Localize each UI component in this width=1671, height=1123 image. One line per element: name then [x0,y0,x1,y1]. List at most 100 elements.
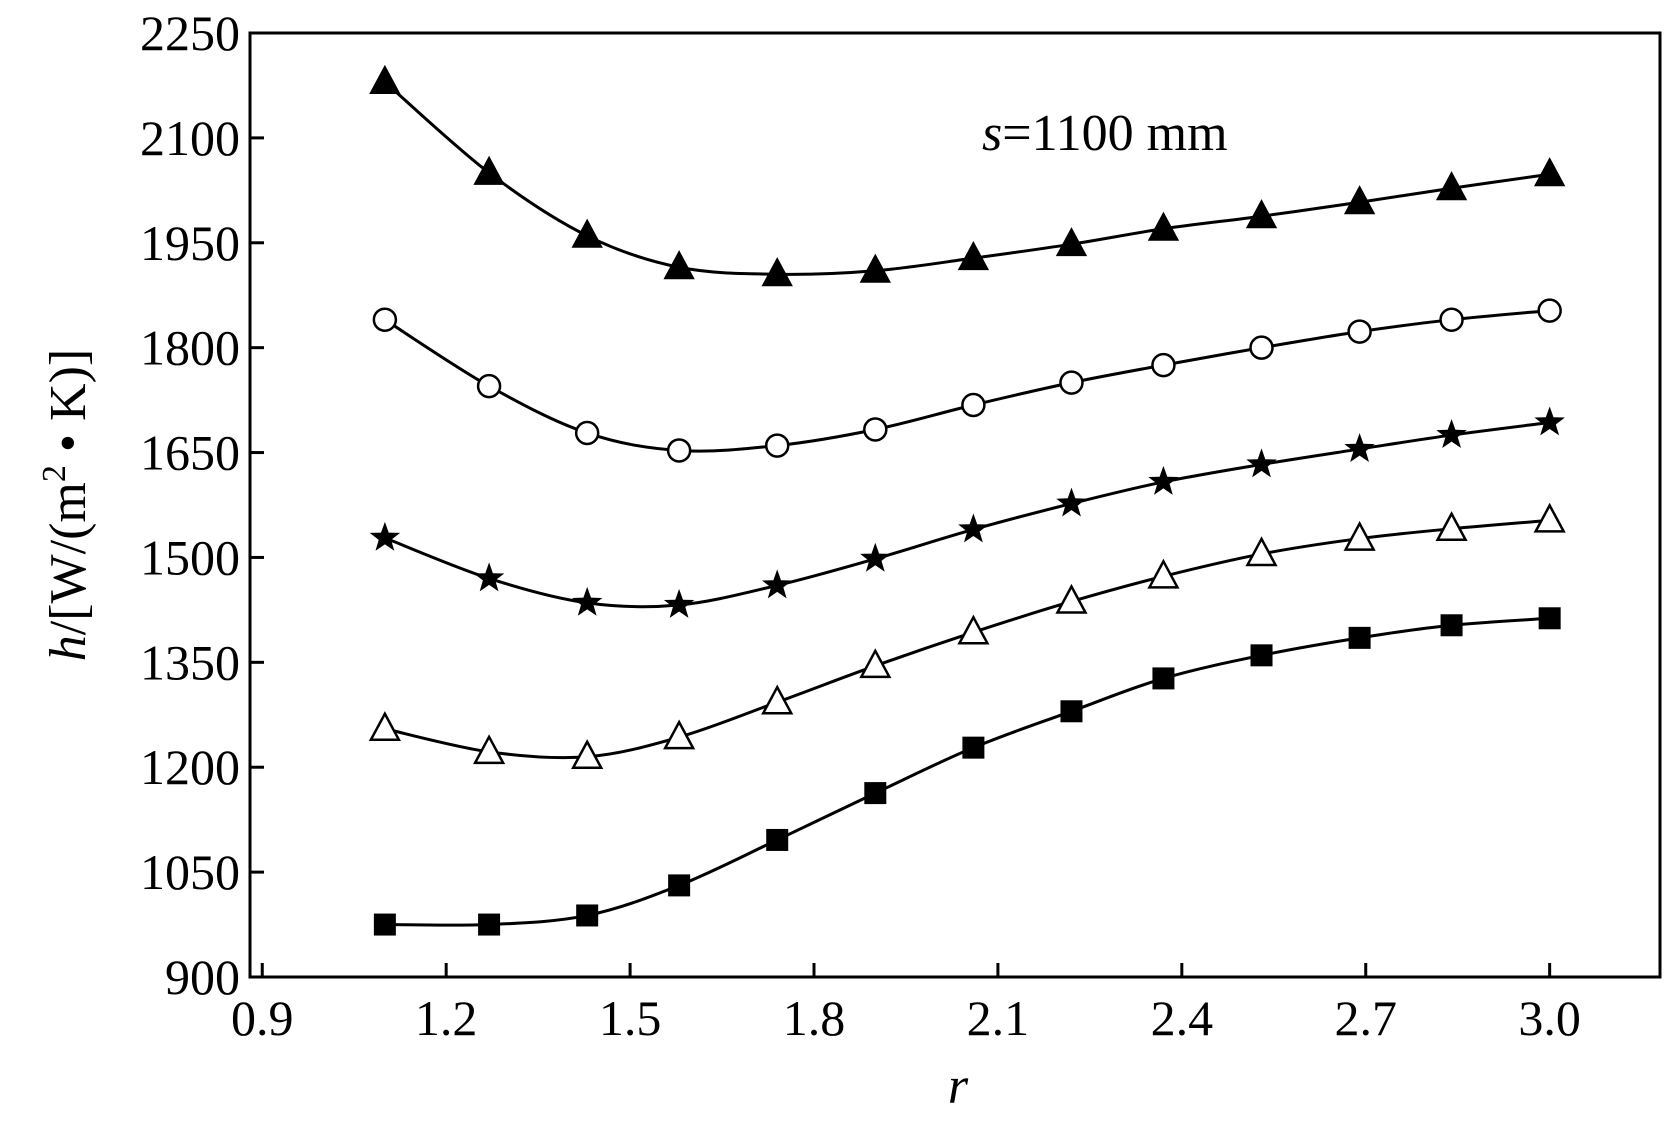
series-open-circle [372,298,1562,463]
data-point [962,736,985,759]
data-point [762,569,793,599]
data-point [1435,511,1468,542]
data-point [1147,558,1180,589]
data-point [1344,433,1375,462]
data-point [1439,307,1464,332]
data-point [663,250,695,280]
y-tick-label: 1800 [140,320,240,376]
x-tick-label: 1.2 [415,990,478,1046]
data-point [764,433,790,458]
data-point [472,734,506,765]
series-filled-triangle [369,64,1566,287]
data-point [663,589,695,618]
plot-frame [248,31,1662,979]
data-point [1440,614,1463,637]
data-point [571,739,604,769]
data-point [1250,644,1273,667]
data-point [372,307,398,332]
data-point [373,913,396,936]
data-point [576,904,599,927]
data-point [369,64,401,94]
data-point [1249,335,1274,360]
y-axis-title: h/[W/(m2 • K)] [36,349,97,661]
data-point [961,392,986,418]
x-tick-label: 0.9 [231,990,294,1046]
data-point [368,711,401,742]
y-tick-label: 1200 [140,739,240,795]
y-tick-label: 2250 [140,5,240,61]
data-point [1533,502,1566,533]
y-tick-label: 2100 [140,110,240,166]
data-point [473,562,505,592]
data-point [1343,185,1376,215]
series-open-triangle [368,502,1566,769]
data-point [1245,199,1278,229]
data-point [1533,157,1566,187]
data-point [666,438,692,463]
data-point [478,913,501,936]
data-point [863,417,888,442]
data-point [574,420,600,446]
data-point [860,542,891,572]
data-point [1348,626,1371,649]
data-point [761,257,793,287]
x-tick-label: 2.4 [1151,990,1214,1046]
data-point [957,241,990,271]
data-point [663,719,696,750]
data-point [1435,171,1468,201]
x-tick-label: 2.1 [967,990,1030,1046]
x-tick-label: 1.5 [599,990,662,1046]
x-tick-label: 1.8 [783,990,846,1046]
y-tick-label: 1500 [140,529,240,585]
annotation: s=1100 mm [982,105,1228,162]
series-line [384,309,1550,453]
y-tick-labels: 900 1050 1200 1350 1500 1650 1800 1950 2100 2250 [140,5,240,1005]
data-point [859,648,892,679]
data-point [668,874,691,897]
y-tick-label: 1650 [140,425,240,481]
data-point [1147,211,1180,241]
data-point [1059,370,1084,395]
data-point [1152,667,1175,690]
data-point [476,373,502,399]
series-line [383,80,1550,276]
x-axis-title: r [948,1058,969,1115]
data-point [571,218,603,248]
series-line [384,420,1550,609]
data-point [1060,700,1083,723]
data-point [1534,406,1565,436]
data-point [859,253,891,283]
data-point [957,614,990,645]
tick-marks [250,31,1552,979]
data-point [1538,607,1561,630]
data-point [1055,583,1088,614]
series-line [384,616,1550,927]
data-point [1246,448,1277,478]
x-tick-label: 2.7 [1334,990,1397,1046]
data-point [864,782,887,805]
data-point [369,521,401,551]
data-point [1343,520,1376,551]
y-tick-label: 1050 [140,844,240,900]
data-point [473,155,505,185]
data-point [1056,487,1087,517]
y-tick-label: 1950 [140,215,240,271]
y-tick-label: 900 [165,949,240,1005]
data-point [572,586,603,616]
data-point [958,513,989,543]
x-tick-labels: 0.9 1.2 1.5 1.8 2.1 2.4 2.7 3.0 [231,990,1581,1046]
series-layer [368,64,1566,936]
data-point [1245,536,1278,567]
data-point [1347,319,1372,344]
data-point [1055,227,1088,257]
data-point [1436,419,1467,448]
data-point [761,684,794,715]
data-point [766,828,789,851]
data-point [1537,298,1562,323]
x-tick-label: 3.0 [1518,990,1581,1046]
series-filled-star [369,406,1565,618]
y-tick-label: 1350 [140,634,240,690]
data-point [1148,465,1179,495]
series-filled-square [373,607,1561,936]
